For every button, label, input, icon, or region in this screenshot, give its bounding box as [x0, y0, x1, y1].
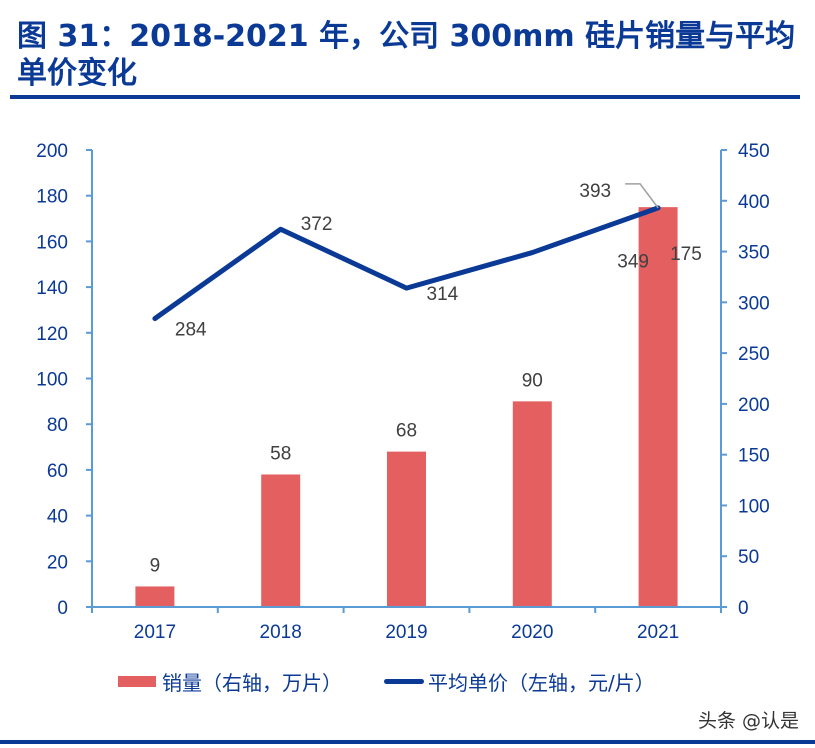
- left-tick-label: 0: [57, 598, 68, 619]
- right-tick-label: 200: [738, 395, 770, 416]
- line-data-label: 284: [175, 320, 207, 341]
- chart-title: 图 31：2018-2021 年，公司 300mm 硅片销量与平均单价变化: [17, 19, 796, 91]
- legend-bar-swatch: [118, 675, 156, 687]
- legend-item-sales: 销量（右轴，万片）: [118, 667, 342, 696]
- legend-label-sales: 销量（右轴，万片）: [162, 670, 342, 695]
- right-tick-label: 0: [738, 598, 749, 619]
- line-data-label: 372: [301, 214, 333, 235]
- bar-data-label: 9: [150, 555, 161, 576]
- right-tick-label: 100: [738, 496, 770, 517]
- right-tick-label: 300: [738, 293, 770, 314]
- left-tick-label: 120: [36, 324, 68, 345]
- bar-data-label: 90: [522, 370, 543, 391]
- bar-2018: [261, 474, 301, 607]
- bar-2021: [638, 207, 678, 607]
- watermark: 头条 @认是: [697, 710, 799, 732]
- left-tick-label: 60: [47, 461, 68, 482]
- label-leader-line: [625, 183, 659, 209]
- bar-2020: [512, 401, 552, 607]
- x-tick-label: 2021: [637, 622, 679, 643]
- left-tick-label: 200: [36, 141, 68, 162]
- right-tick-label: 400: [738, 192, 770, 213]
- left-tick-label: 80: [47, 415, 68, 436]
- bar-2019: [387, 451, 426, 607]
- x-tick-label: 2020: [511, 622, 553, 643]
- right-tick-label: 150: [738, 446, 770, 467]
- left-tick-label: 140: [36, 278, 68, 299]
- line-data-label: 393: [579, 181, 611, 202]
- line-data-label: 314: [427, 284, 459, 305]
- title-divider: [10, 95, 800, 99]
- legend-label-price: 平均单价（左轴，元/片）: [428, 670, 655, 695]
- bar-data-label: 175: [670, 244, 702, 265]
- bar-data-label: 58: [270, 443, 291, 464]
- left-tick-label: 20: [47, 552, 68, 573]
- line-data-label: 349: [617, 252, 649, 273]
- left-tick-label: 180: [36, 187, 68, 208]
- bottom-divider: [0, 740, 815, 744]
- legend-line-swatch: [384, 678, 424, 684]
- price-line: [152, 205, 661, 322]
- right-tick-label: 250: [738, 344, 770, 365]
- legend-item-price: 平均单价（左轴，元/片）: [384, 667, 655, 696]
- x-tick-label: 2019: [385, 622, 427, 643]
- legend: 销量（右轴，万片） 平均单价（左轴，元/片）: [118, 666, 697, 696]
- right-tick-label: 350: [738, 243, 770, 264]
- right-tick-label: 50: [738, 547, 759, 568]
- left-tick-label: 100: [36, 370, 68, 391]
- combo-chart: 0 20 40 60 80 100 120 140 160 180 200 0 50 100 150 200 2…: [36, 141, 770, 643]
- left-tick-label: 160: [36, 232, 68, 253]
- left-tick-label: 40: [47, 507, 68, 528]
- bar-data-label: 68: [396, 421, 417, 442]
- x-tick-label: 2018: [260, 622, 302, 643]
- right-tick-label: 450: [738, 141, 770, 162]
- bar-2017: [135, 586, 175, 607]
- x-tick-label: 2017: [134, 622, 176, 643]
